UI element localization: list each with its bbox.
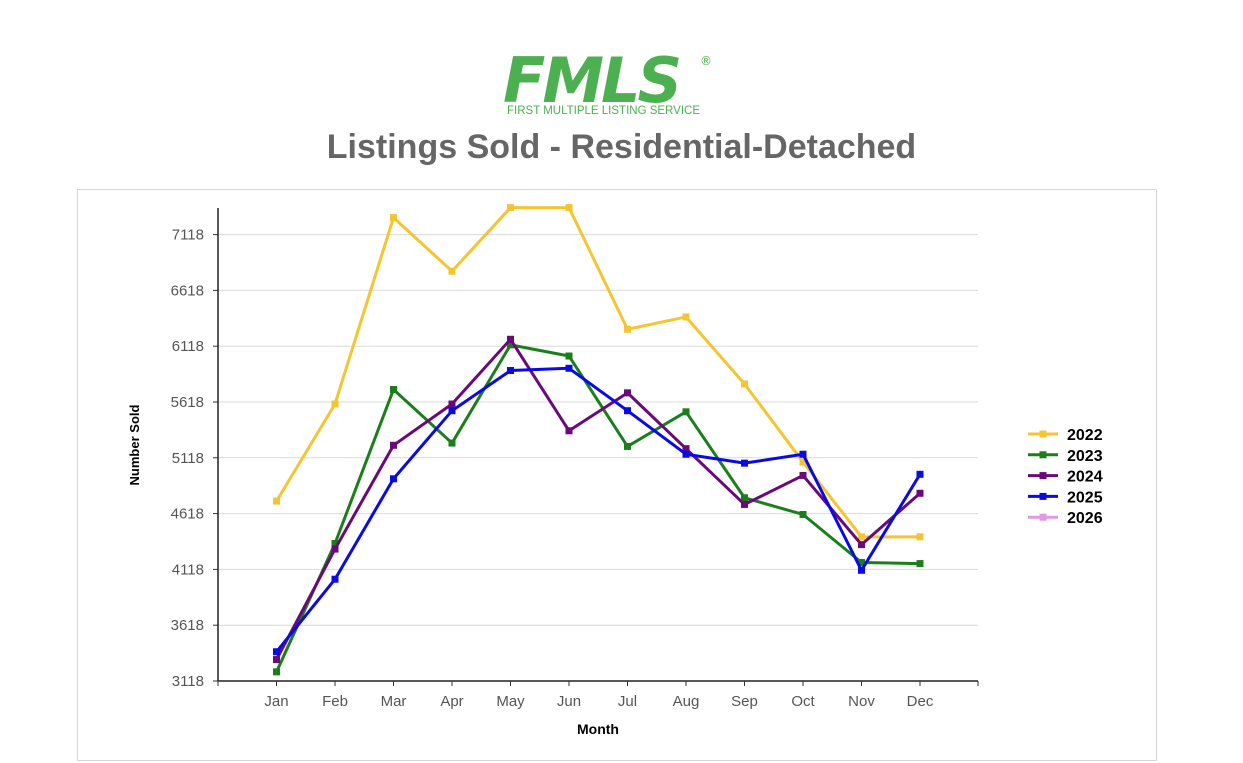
data-point-2022 <box>390 214 397 222</box>
data-point-2022 <box>273 497 280 505</box>
y-tick-label: 5618 <box>171 394 204 411</box>
data-point-2023 <box>858 558 865 566</box>
y-tick-label: 3618 <box>171 617 204 634</box>
y-tick-label: 4118 <box>172 561 204 578</box>
data-point-2025 <box>448 407 456 415</box>
data-point-2024 <box>916 489 924 497</box>
y-tick-label: 3118 <box>172 673 204 690</box>
legend-label-2026: 2026 <box>1067 510 1103 527</box>
legend-marker-2026 <box>1039 513 1047 521</box>
x-tick-label: Jul <box>618 693 637 710</box>
y-tick-label: 4618 <box>171 506 204 523</box>
data-point-2023 <box>390 386 397 394</box>
y-tick-label: 6618 <box>171 282 204 299</box>
data-point-2024 <box>624 389 631 397</box>
fmls-logo: FMLS ® FIRST MULTIPLE LISTING SERVICE <box>503 44 718 122</box>
data-point-2025 <box>682 450 690 458</box>
data-point-2024 <box>448 400 456 408</box>
data-point-2025 <box>273 648 280 656</box>
data-point-2024 <box>799 471 807 479</box>
data-point-2024 <box>565 427 573 435</box>
y-tick-label: 5118 <box>172 450 204 467</box>
data-point-2024 <box>741 500 748 508</box>
x-tick-label: Apr <box>440 693 463 710</box>
data-point-2025 <box>565 364 573 372</box>
data-point-2025 <box>624 407 631 415</box>
data-point-2023 <box>741 494 748 502</box>
data-point-2022 <box>682 313 690 321</box>
x-tick-label: Dec <box>907 693 934 710</box>
data-point-2025 <box>741 459 748 467</box>
data-point-2023 <box>507 341 514 349</box>
legend-marker-2024 <box>1039 472 1047 480</box>
x-tick-label: Jan <box>264 693 288 710</box>
data-point-2023 <box>331 540 339 548</box>
series-line-2022 <box>275 206 920 539</box>
page-title: Listings Sold - Residential-Detached <box>326 128 917 166</box>
data-point-2023 <box>624 442 631 450</box>
legend-marker-2025 <box>1039 492 1047 500</box>
registered-mark: ® <box>700 54 712 68</box>
legend-label-2025: 2025 <box>1067 489 1103 506</box>
legend-label-2023: 2023 <box>1067 448 1103 465</box>
data-point-2022 <box>448 267 456 275</box>
chart-frame <box>77 189 1157 761</box>
data-point-2024 <box>273 656 280 664</box>
data-point-2022 <box>741 380 748 388</box>
data-point-2022 <box>624 325 631 333</box>
data-point-2025 <box>331 575 339 583</box>
y-axis-label: Number Sold <box>127 404 142 485</box>
logo-wordmark: FMLS <box>503 44 682 117</box>
data-point-2023 <box>682 408 690 416</box>
x-tick-label: Mar <box>381 693 407 710</box>
data-point-2023 <box>448 439 456 447</box>
x-tick-label: May <box>496 693 525 710</box>
legend-label-2024: 2024 <box>1067 469 1103 486</box>
data-point-2024 <box>682 445 690 453</box>
data-point-2022 <box>858 533 865 541</box>
data-point-2025 <box>799 450 807 458</box>
data-point-2022 <box>507 204 514 212</box>
logo-tagline: FIRST MULTIPLE LISTING SERVICE <box>507 105 700 117</box>
data-point-2023 <box>916 560 924 568</box>
y-tick-label: 7118 <box>172 227 204 244</box>
data-point-2024 <box>331 545 339 553</box>
x-tick-label: Nov <box>848 693 875 710</box>
data-point-2024 <box>858 541 865 549</box>
data-point-2023 <box>799 510 807 518</box>
legend-marker-2022 <box>1039 430 1047 438</box>
data-point-2024 <box>507 335 514 343</box>
data-point-2022 <box>565 204 573 212</box>
series-line-2025 <box>275 366 922 653</box>
data-point-2025 <box>858 566 865 574</box>
data-point-2025 <box>507 367 514 375</box>
data-point-2022 <box>799 458 807 466</box>
x-tick-label: Oct <box>791 693 815 710</box>
legend-label-2022: 2022 <box>1067 427 1103 444</box>
legend-marker-2023 <box>1039 451 1047 459</box>
data-point-2022 <box>916 533 924 541</box>
data-point-2025 <box>916 470 924 478</box>
data-point-2023 <box>565 352 573 360</box>
x-tick-label: Aug <box>673 693 700 710</box>
data-point-2023 <box>273 668 280 676</box>
x-tick-label: Feb <box>322 693 348 710</box>
y-tick-label: 6118 <box>172 338 204 355</box>
series-line-2024 <box>275 337 921 661</box>
x-tick-label: Jun <box>557 693 581 710</box>
data-point-2022 <box>331 400 339 408</box>
data-point-2025 <box>390 475 397 483</box>
x-tick-label: Sep <box>731 693 758 710</box>
x-axis-label: Month <box>577 721 619 737</box>
data-point-2024 <box>390 441 397 449</box>
series-line-2023 <box>275 343 921 673</box>
